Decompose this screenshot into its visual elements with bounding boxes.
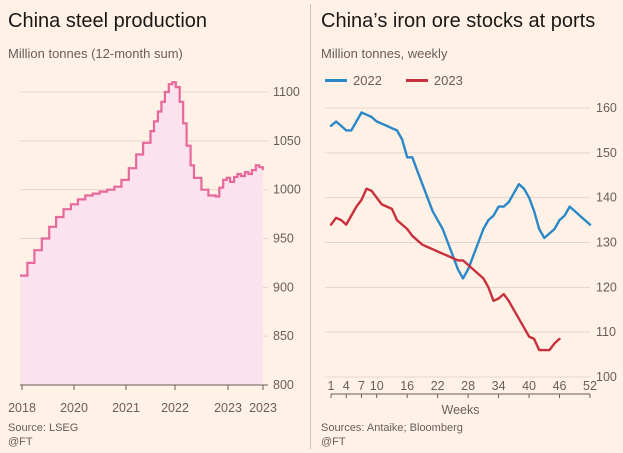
steel-production-line bbox=[20, 81, 264, 277]
right-chart-brand: @FT bbox=[321, 436, 346, 448]
right-chart-source: Sources: Antaike; Bloomberg bbox=[321, 422, 463, 434]
steel-production-chart: 800 850 900 950 1000 1050 1100 2018 2020 2021 2022… bbox=[8, 81, 301, 415]
left-ytick-label-1000: 1000 bbox=[273, 183, 301, 197]
right-chart-subtitle: Million tonnes, weekly bbox=[321, 46, 448, 61]
right-ytick-label-120: 120 bbox=[596, 280, 617, 294]
right-xtick-label-4: 4 bbox=[343, 379, 350, 393]
right-ytick-label-130: 130 bbox=[596, 236, 617, 250]
right-xtick-label-52: 52 bbox=[583, 379, 597, 393]
left-xtick-label-3: 2022 bbox=[161, 401, 189, 415]
right-chart-legend: 2022 2023 bbox=[325, 73, 487, 88]
left-xtick-label-5: 2023 bbox=[249, 401, 277, 415]
right-xtick-label-22: 22 bbox=[431, 379, 445, 393]
legend-swatch-2023 bbox=[405, 79, 428, 82]
iron-ore-line-2022 bbox=[329, 111, 592, 280]
right-xtick-label-10: 10 bbox=[370, 379, 384, 393]
legend-item-2022: 2022 bbox=[325, 73, 382, 88]
iron-ore-chart: 100 110 120 130 140 150 160 1 4 7 10 16 22 28 34 40 46 52… bbox=[325, 101, 617, 417]
left-xtick-label-4: 2023 bbox=[214, 401, 242, 415]
right-chart-title: China’s iron ore stocks at ports bbox=[321, 10, 596, 32]
left-xtick-label-1: 2020 bbox=[60, 401, 88, 415]
right-ytick-label-160: 160 bbox=[596, 101, 617, 115]
left-ytick-label-800: 800 bbox=[273, 378, 294, 392]
right-ytick-label-150: 150 bbox=[596, 146, 617, 160]
right-xtick-label-46: 46 bbox=[553, 379, 567, 393]
right-xtick-label-7: 7 bbox=[358, 379, 365, 393]
right-ytick-label-110: 110 bbox=[596, 325, 616, 339]
left-ytick-label-950: 950 bbox=[273, 232, 294, 246]
iron-ore-line-2023 bbox=[329, 187, 561, 352]
right-ytick-label-100: 100 bbox=[596, 370, 617, 384]
left-chart-subtitle: Million tonnes (12-month sum) bbox=[8, 46, 183, 61]
legend-item-2023: 2023 bbox=[405, 73, 463, 88]
right-xtick-label-1: 1 bbox=[328, 379, 335, 393]
steel-production-area bbox=[20, 82, 263, 385]
left-chart-brand: @FT bbox=[8, 436, 33, 448]
right-xtick-label-28: 28 bbox=[461, 379, 475, 393]
left-ytick-label-1100: 1100 bbox=[273, 85, 300, 99]
right-xtick-label-40: 40 bbox=[522, 379, 536, 393]
steel-production-panel: China steel production Million tonnes (1… bbox=[0, 0, 310, 453]
legend-label-2023: 2023 bbox=[433, 73, 463, 88]
left-xtick-label-2: 2021 bbox=[112, 401, 140, 415]
right-ytick-label-140: 140 bbox=[596, 191, 617, 205]
panel-divider bbox=[310, 4, 311, 449]
left-chart-source: Source: LSEG bbox=[8, 422, 79, 434]
legend-label-2022: 2022 bbox=[353, 73, 382, 88]
right-xtick-label-16: 16 bbox=[400, 379, 414, 393]
iron-ore-panel: China’s iron ore stocks at ports Million… bbox=[311, 0, 623, 453]
left-ytick-label-1050: 1050 bbox=[273, 134, 301, 148]
left-ytick-label-850: 850 bbox=[273, 329, 294, 343]
right-xtick-label-34: 34 bbox=[492, 379, 506, 393]
legend-swatch-2022 bbox=[325, 79, 347, 82]
left-chart-title: China steel production bbox=[8, 10, 208, 32]
left-xtick-label-0: 2018 bbox=[8, 401, 36, 415]
right-x-axis-label: Weeks bbox=[442, 403, 480, 417]
left-ytick-label-900: 900 bbox=[273, 280, 294, 294]
